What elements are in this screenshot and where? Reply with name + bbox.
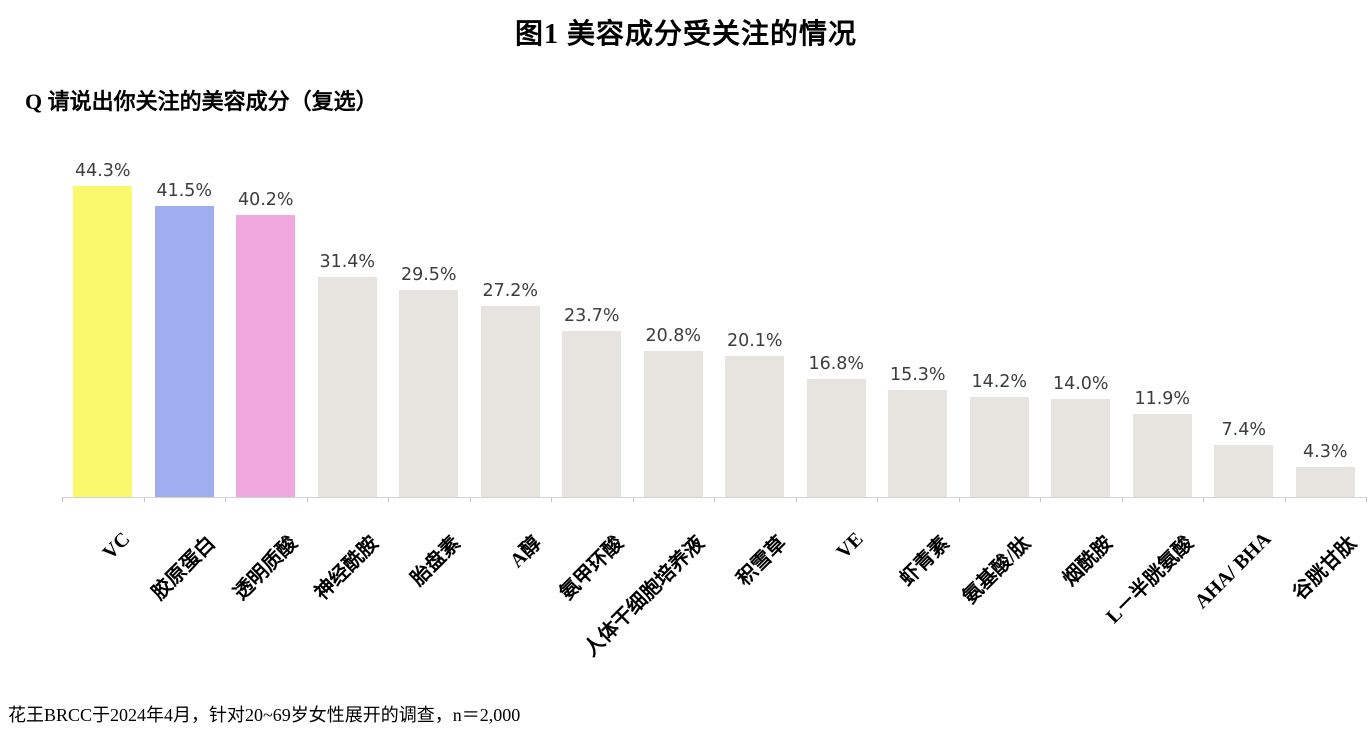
x-axis-category-labels: VC 胶原蛋白 透明质酸 神经酰胺 胎盘素 A醇 氨甲环酸 人体干细胞培养液 积雪草 VE 虾青素氨… (62, 498, 1366, 708)
bar-value-label: 11.9% (1134, 388, 1191, 409)
bar (317, 276, 377, 497)
bar (969, 397, 1029, 497)
bar (236, 214, 296, 497)
bar-value-label: 7.4% (1221, 420, 1266, 441)
axis-tick (1040, 497, 1041, 502)
bar-group: 14.2% (959, 147, 1041, 497)
bar-group: 11.9% (1122, 147, 1204, 497)
bar (1295, 466, 1355, 497)
bar-value-label: 14.2% (971, 372, 1028, 393)
axis-tick (632, 497, 634, 502)
bar (1132, 413, 1192, 497)
bar-value-label: 20.1% (726, 330, 783, 351)
axis-tick (1284, 497, 1286, 502)
bar-value-label: 23.7% (563, 305, 620, 326)
category-label: 氨基酸/肽 (959, 532, 1036, 609)
axis-tick (143, 497, 145, 502)
axis-tick (469, 497, 471, 502)
bar (888, 389, 948, 497)
axis-tick (795, 497, 797, 502)
bar-value-label: 20.8% (645, 326, 702, 346)
bar (1051, 398, 1111, 497)
axis-tick (306, 497, 308, 502)
source-footnote: 花王BRCC于2024年4月，针对20~69岁女性展开的调查，n＝2,000 (8, 705, 521, 725)
bar-value-label: 29.5% (400, 264, 457, 285)
bar-group: 40.2% (225, 147, 307, 497)
category-label: 氨甲环酸 (555, 532, 628, 605)
axis-tick (388, 497, 389, 502)
bar-group: 44.3% (62, 147, 144, 497)
bar-group: 27.2% (470, 147, 552, 497)
bar-value-label: 16.8% (808, 354, 865, 375)
category-label: 胎盘素 (406, 532, 465, 591)
category-label: AHA/ BHA (1190, 528, 1276, 614)
axis-tick (1203, 497, 1204, 502)
bar-value-label: 41.5% (156, 180, 213, 201)
bar-value-label: 14.0% (1052, 373, 1109, 394)
category-label: 积雪草 (732, 532, 791, 591)
category-label: A醇 (506, 532, 547, 573)
bar (73, 186, 133, 497)
bar (643, 351, 703, 497)
survey-question: Q 请说出你关注的美容成分（复选） (25, 89, 378, 114)
axis-tick (877, 497, 878, 502)
bar-group: 41.5% (144, 147, 226, 497)
bar-group: 15.3% (877, 147, 959, 497)
category-label: 谷胱甘肽 (1288, 532, 1362, 605)
bar (806, 379, 866, 497)
axis-tick (958, 497, 960, 502)
axis-tick (62, 497, 63, 502)
bar (480, 306, 540, 497)
bar-value-label: 40.2% (237, 189, 294, 210)
bar-group: 4.3% (1285, 147, 1367, 497)
bar-group: 20.1% (714, 147, 796, 497)
bar-group: 29.5% (388, 147, 470, 497)
axis-tick (1366, 497, 1367, 502)
bar-group: 31.4% (307, 147, 389, 497)
bar-group: 20.8% (633, 147, 715, 497)
category-label: 透明质酸 (229, 532, 302, 605)
bar (725, 355, 785, 497)
bar-value-label: 4.3% (1303, 441, 1348, 462)
chart-title: 图1 美容成分受关注的情况 (514, 19, 857, 50)
bar-group: 14.0% (1040, 147, 1122, 497)
category-label: 神经酰胺 (310, 532, 384, 605)
bar-group: 16.8% (796, 147, 878, 497)
category-label: VE (832, 528, 868, 564)
bar (154, 205, 214, 497)
axis-tick (551, 497, 552, 502)
bar-group: 23.7% (551, 147, 633, 497)
bar (1214, 445, 1274, 497)
bar-group: 7.4% (1203, 147, 1285, 497)
axis-tick (1121, 497, 1123, 502)
axis-tick (714, 497, 715, 502)
bar (399, 289, 459, 497)
bar-chart-plot-area: 44.3% 41.5% 40.2% 31.4% 29.5% 27.2% 23.7% 20.8%… (62, 147, 1367, 502)
category-label: 烟酰胺 (1058, 532, 1117, 591)
bar-value-label: 31.4% (319, 251, 376, 272)
category-label: L－半胱氨酸 (1102, 532, 1199, 628)
category-label: 虾青素 (895, 532, 954, 591)
bar-value-label: 44.3% (74, 161, 131, 181)
axis-tick (225, 497, 226, 502)
bar-value-label: 15.3% (889, 364, 946, 385)
bar-value-label: 27.2% (482, 281, 539, 302)
category-label: 胶原蛋白 (147, 532, 221, 605)
category-label: VC (98, 528, 135, 564)
bar (562, 330, 622, 497)
